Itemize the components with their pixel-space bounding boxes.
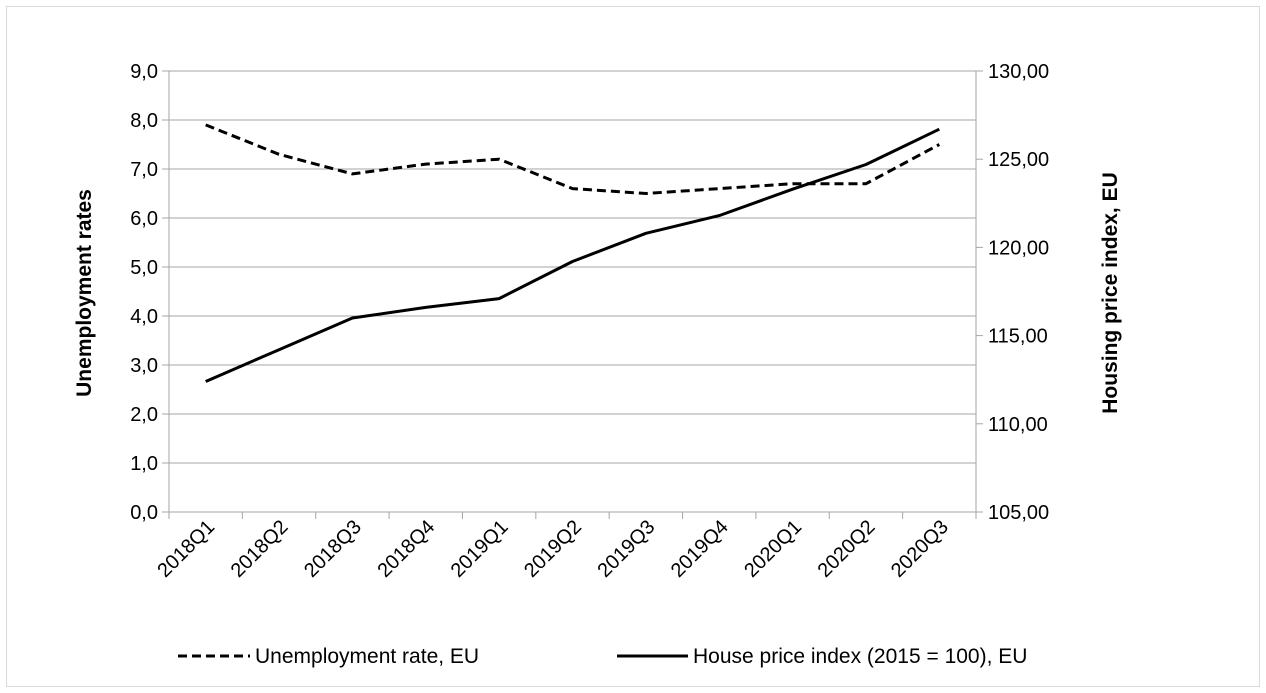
y-tick-label-left: 1,0 <box>130 453 158 475</box>
y-tick-label-left: 6,0 <box>130 208 158 230</box>
y-tick-label-left: 5,0 <box>130 257 158 279</box>
y-tick-label-right: 125,00 <box>988 149 1049 171</box>
x-tick-label: 2019Q1 <box>447 516 513 582</box>
y-tick-label-right: 130,00 <box>988 61 1049 83</box>
x-tick-label: 2019Q2 <box>520 516 586 582</box>
y-tick-label-left: 8,0 <box>130 110 158 132</box>
y-axis-title-right: Housing price index, EU <box>1099 172 1122 414</box>
x-tick-label: 2018Q2 <box>227 516 293 582</box>
y-tick-label-right: 110,00 <box>988 414 1048 436</box>
series-line-house-price <box>205 127 940 383</box>
x-tick-label: 2019Q3 <box>594 516 660 582</box>
y-axis-right: 105,00 110,00 115,00 120,00 125,00 130,00 <box>975 61 1049 524</box>
legend: Unemployment rate, EU House price index … <box>178 645 1027 668</box>
series-line-unemployment <box>205 123 941 195</box>
y-tick-label-right: 105,00 <box>988 502 1049 524</box>
x-tick-label: 2019Q4 <box>667 516 733 582</box>
y-tick-label-left: 2,0 <box>130 404 158 426</box>
y-tick-label-right: 115,00 <box>988 326 1048 348</box>
y-axis-title-left: Unemployment rates <box>73 189 96 397</box>
y-tick-label-left: 9,0 <box>130 61 158 83</box>
x-tick-label: 2020Q3 <box>887 516 953 582</box>
y-tick-label-left: 4,0 <box>130 306 158 328</box>
gridlines <box>169 70 976 513</box>
y-tick-label-left: 7,0 <box>130 159 158 181</box>
legend-label-unemployment: Unemployment rate, EU <box>255 645 479 668</box>
legend-label-house-price: House price index (2015 = 100), EU <box>693 645 1027 668</box>
x-tick-label: 2018Q4 <box>373 516 439 582</box>
y-tick-label-left: 0,0 <box>130 502 158 524</box>
y-tick-label-right: 120,00 <box>988 237 1049 259</box>
series-layer <box>205 123 941 383</box>
x-tick-label: 2020Q1 <box>740 516 806 582</box>
y-tick-label-left: 3,0 <box>130 355 158 377</box>
x-axis: 2018Q1 2018Q2 2018Q3 2018Q4 2019Q1 2019Q2 2019… <box>153 511 977 582</box>
x-tick-label: 2020Q2 <box>814 516 880 582</box>
x-tick-label: 2018Q1 <box>153 516 219 582</box>
y-axis-left: 0,0 1,0 2,0 3,0 4,0 5,0 6,0 7,0 8,0 9,0 <box>130 61 170 524</box>
x-tick-label: 2018Q3 <box>300 516 366 582</box>
